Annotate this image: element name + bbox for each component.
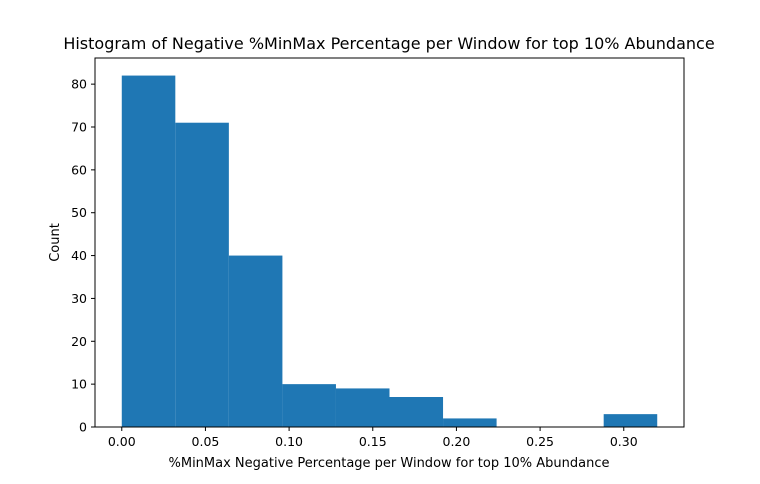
x-axis-label: %MinMax Negative Percentage per Window f…	[169, 456, 610, 471]
y-axis-label: Count	[48, 223, 63, 262]
x-tick-label: 0.10	[275, 434, 303, 449]
plot-frame	[94, 57, 685, 428]
x-axis-ticks: 0.00 0.05 0.10 0.15 0.20 0.25 0.30	[108, 427, 638, 449]
y-tick-label: 30	[71, 291, 87, 306]
y-tick-label: 0	[79, 420, 87, 435]
bars-group	[121, 75, 658, 428]
histogram-bar	[121, 75, 176, 428]
histogram-bar	[175, 122, 229, 427]
x-tick-label: 0.30	[610, 434, 638, 449]
x-tick-label: 0.05	[192, 434, 220, 449]
x-tick-label: 0.25	[526, 434, 554, 449]
histogram-bar	[603, 414, 658, 427]
chart-title: Histogram of Negative %MinMax Percentage…	[63, 34, 714, 53]
y-tick-label: 80	[71, 77, 87, 92]
y-axis-ticks: 0 10 20 30 40 50 60 70 80	[71, 77, 95, 435]
y-tick-label: 60	[71, 162, 87, 177]
histogram-bar	[389, 397, 444, 427]
histogram-bar	[335, 388, 390, 427]
y-tick-label: 40	[71, 248, 87, 263]
x-tick-label: 0.15	[359, 434, 387, 449]
y-tick-label: 70	[71, 120, 87, 135]
y-tick-label: 10	[71, 377, 87, 392]
histogram-bar	[443, 418, 497, 427]
histogram-bar	[228, 255, 283, 427]
histogram-bar	[282, 384, 336, 427]
x-tick-label: 0.00	[108, 434, 136, 449]
x-tick-label: 0.20	[443, 434, 471, 449]
y-tick-label: 50	[71, 205, 87, 220]
y-tick-label: 20	[71, 334, 87, 349]
